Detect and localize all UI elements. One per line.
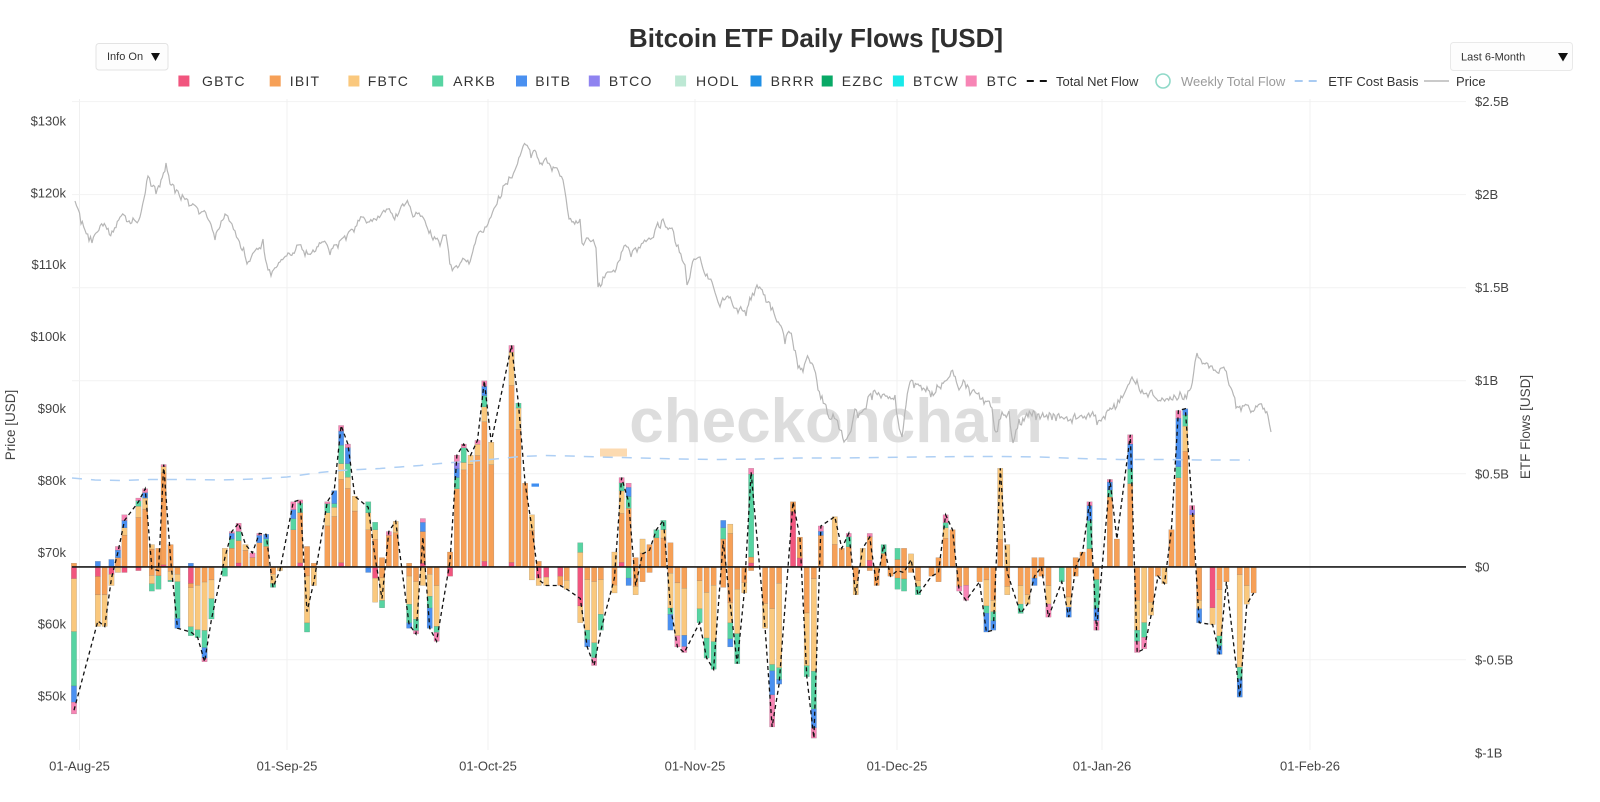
svg-text:Info On: Info On — [107, 51, 143, 63]
svg-text:BTCO: BTCO — [609, 73, 653, 89]
svg-text:$70k: $70k — [38, 545, 67, 560]
svg-text:$-1B: $-1B — [1475, 745, 1502, 760]
svg-text:01-Dec-25: 01-Dec-25 — [867, 759, 928, 774]
svg-text:ETF Flows [USD]: ETF Flows [USD] — [1518, 375, 1533, 479]
svg-text:GBTC: GBTC — [202, 73, 246, 89]
svg-text:FBTC: FBTC — [368, 73, 409, 89]
svg-text:01-Oct-25: 01-Oct-25 — [459, 759, 517, 774]
svg-text:$50k: $50k — [38, 689, 67, 704]
svg-text:01-Jan-26: 01-Jan-26 — [1073, 759, 1132, 774]
svg-text:BRRR: BRRR — [771, 73, 815, 89]
svg-text:$2B: $2B — [1475, 187, 1498, 202]
svg-text:$0.5B: $0.5B — [1475, 466, 1509, 481]
svg-text:01-Sep-25: 01-Sep-25 — [257, 759, 318, 774]
svg-text:BTCW: BTCW — [913, 73, 959, 89]
svg-text:IBIT: IBIT — [290, 73, 320, 89]
svg-text:$100k: $100k — [31, 329, 67, 344]
svg-text:Weekly Total Flow: Weekly Total Flow — [1181, 74, 1286, 89]
svg-text:$120k: $120k — [31, 185, 67, 200]
svg-text:$0: $0 — [1475, 559, 1489, 574]
svg-text:$60k: $60k — [38, 617, 67, 632]
svg-text:$1B: $1B — [1475, 373, 1498, 388]
svg-text:BTC: BTC — [987, 73, 1019, 89]
svg-text:Price [USD]: Price [USD] — [3, 390, 18, 461]
svg-text:ETF Cost Basis: ETF Cost Basis — [1328, 74, 1419, 89]
svg-text:$90k: $90k — [38, 401, 67, 416]
svg-text:Price: Price — [1456, 74, 1486, 89]
svg-text:$80k: $80k — [38, 473, 67, 488]
svg-text:$2.5B: $2.5B — [1475, 94, 1509, 109]
svg-text:01-Feb-26: 01-Feb-26 — [1280, 759, 1340, 774]
svg-text:checkonchain: checkonchain — [629, 387, 1042, 456]
svg-text:Last 6-Month: Last 6-Month — [1461, 52, 1525, 64]
svg-text:01-Aug-25: 01-Aug-25 — [49, 759, 110, 774]
svg-text:Bitcoin ETF Daily Flows [USD]: Bitcoin ETF Daily Flows [USD] — [629, 23, 1003, 53]
svg-text:ARKB: ARKB — [453, 73, 496, 89]
svg-text:$-0.5B: $-0.5B — [1475, 652, 1513, 667]
svg-text:01-Nov-25: 01-Nov-25 — [665, 759, 726, 774]
svg-text:Total Net Flow: Total Net Flow — [1056, 74, 1139, 89]
svg-text:HODL: HODL — [696, 73, 740, 89]
svg-text:$130k: $130k — [31, 114, 67, 129]
svg-text:$1.5B: $1.5B — [1475, 280, 1509, 295]
svg-text:EZBC: EZBC — [842, 73, 884, 89]
svg-text:$110k: $110k — [32, 257, 67, 272]
svg-text:BITB: BITB — [535, 73, 571, 89]
